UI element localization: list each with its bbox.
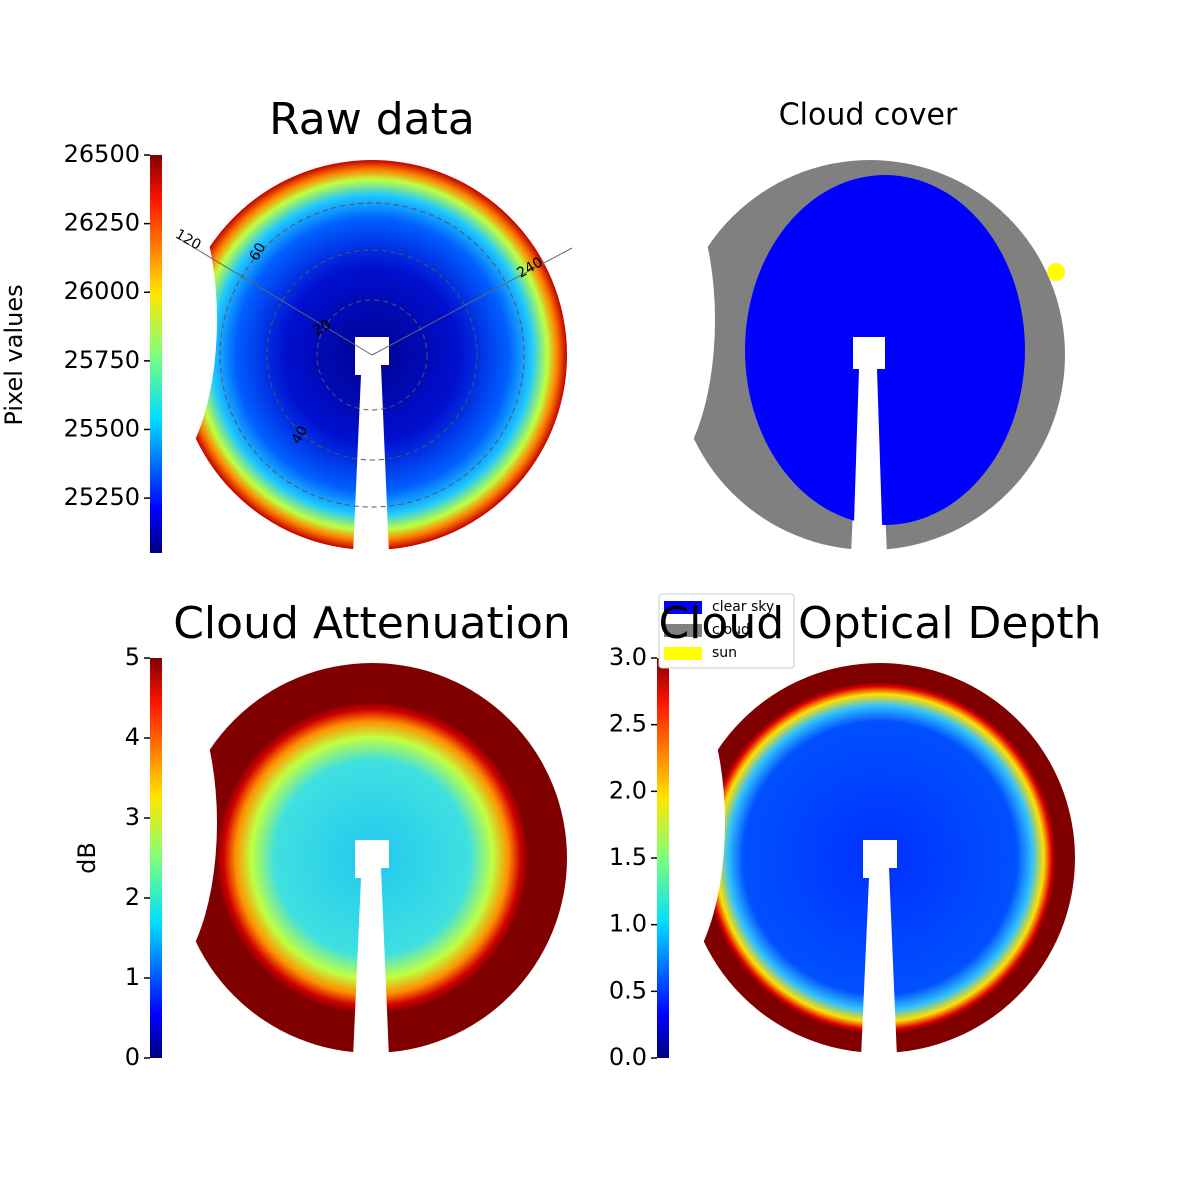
colorbar-label: dB <box>73 842 101 874</box>
mast <box>853 337 885 553</box>
tick-label: 2.0 <box>609 776 647 804</box>
panel-title: Cloud Attenuation <box>173 598 571 649</box>
sky-image <box>575 155 1065 555</box>
azimuth-line <box>177 237 373 356</box>
zenith-ring <box>219 202 525 508</box>
tick-label: 26250 <box>64 209 140 237</box>
tick-label: 4 <box>125 723 140 751</box>
sun <box>1047 263 1065 281</box>
colorbar <box>150 155 162 553</box>
legend-swatch <box>664 624 702 637</box>
tick-label: 1 <box>125 963 140 991</box>
legend-swatch <box>664 647 702 660</box>
azimuth-line <box>371 247 573 356</box>
mast <box>861 840 897 1058</box>
legend-label: cloud <box>712 622 750 638</box>
horizon-mask <box>77 658 217 988</box>
panel-title: Cloud cover <box>779 98 958 133</box>
zenith-ring <box>266 249 478 461</box>
tick-label: 3.0 <box>609 643 647 671</box>
horizon-mask <box>585 658 725 988</box>
sky-image <box>585 658 1075 1058</box>
grid-label: 60 <box>247 240 270 263</box>
sky-images <box>77 155 1075 1058</box>
mast <box>353 840 389 1058</box>
tick-label: 2 <box>125 883 140 911</box>
tick-label: 0.0 <box>609 1043 647 1071</box>
tick-label: 2.5 <box>609 710 647 738</box>
annotations: 120 6024020402525025500257502600026250265… <box>0 94 1102 1071</box>
grid-label: 40 <box>289 423 312 446</box>
tick-label: 1.0 <box>609 910 647 938</box>
mast <box>353 337 389 555</box>
legend: clear sky cloud sun <box>658 593 795 669</box>
tick-label: 25500 <box>64 414 140 442</box>
grid-label: 20 <box>310 317 333 340</box>
legend-swatch <box>664 601 702 614</box>
tick-label: 0 <box>125 1043 140 1071</box>
panel-title: Cloud Optical Depth <box>658 598 1101 649</box>
tick-label: 3 <box>125 803 140 831</box>
tick-label: 5 <box>125 643 140 671</box>
colorbar <box>657 658 669 1058</box>
tick-label: 26500 <box>64 140 140 168</box>
tick-label: 25250 <box>64 483 140 511</box>
panel-title: Raw data <box>269 94 475 145</box>
horizon-mask <box>575 155 715 485</box>
tick-label: 0.5 <box>609 976 647 1004</box>
legend-label: sun <box>712 645 737 661</box>
colorbar <box>150 658 162 1058</box>
colorbar-label: Pixel values <box>0 284 28 425</box>
tick-label: 26000 <box>64 277 140 305</box>
tick-label: 25750 <box>64 346 140 374</box>
legend-label: clear sky <box>712 599 774 615</box>
zenith-ring <box>316 299 428 411</box>
horizon-mask <box>77 155 217 485</box>
sky-image <box>77 658 567 1058</box>
tick-label: 1.5 <box>609 843 647 871</box>
